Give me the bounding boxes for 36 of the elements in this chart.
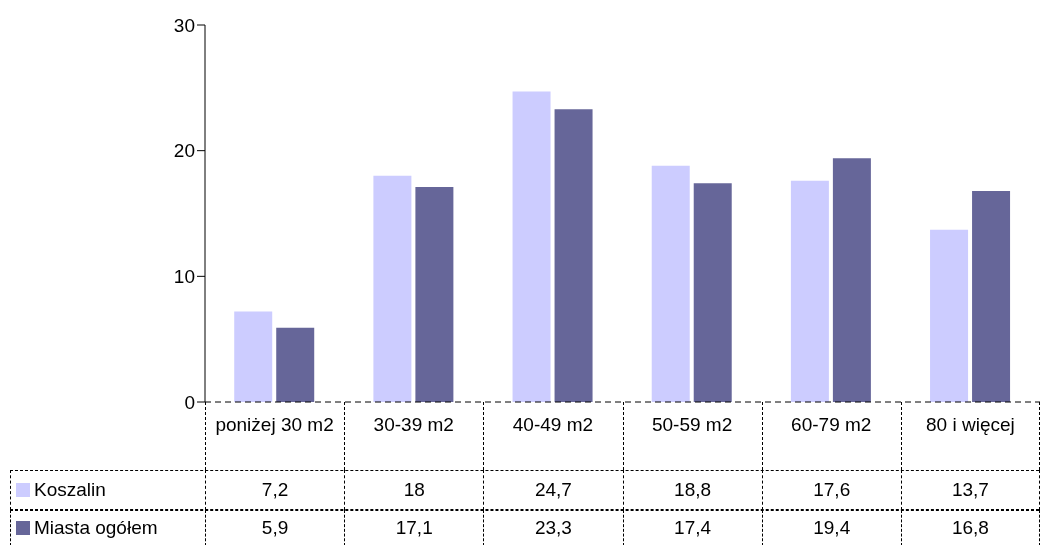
data-label: 18,8: [622, 470, 762, 510]
bar: [234, 311, 273, 402]
data-label: 16,8: [900, 510, 1040, 545]
legend-label: Koszalin: [33, 478, 106, 502]
bar: [930, 229, 969, 402]
x-tick-label: 50-59 m2: [651, 414, 733, 436]
bar: [276, 327, 315, 402]
data-label: 23,3: [483, 510, 623, 545]
data-label: 13,7: [900, 470, 1040, 510]
x-tick-label: poniżej 30 m2: [215, 414, 334, 436]
bar: [790, 180, 829, 402]
data-label: 19,4: [761, 510, 901, 545]
bar: [832, 158, 871, 402]
y-tick-label: 20: [173, 140, 195, 162]
x-tick-label: 40-49 m2: [512, 414, 594, 436]
bar: [512, 91, 551, 402]
data-label: 18: [344, 470, 484, 510]
data-label: 17,6: [761, 470, 901, 510]
bar: [415, 187, 454, 402]
bar: [373, 175, 412, 402]
bar: [554, 109, 593, 402]
bar: [651, 165, 690, 402]
y-tick-label: 30: [173, 14, 195, 36]
y-tick-label: 10: [173, 266, 195, 288]
y-tick-label: 0: [184, 391, 195, 413]
data-label: 17,4: [622, 510, 762, 545]
bar: [693, 183, 732, 402]
x-tick-label: 80 i więcej: [926, 414, 1015, 436]
x-tick-label: 30-39 m2: [373, 414, 454, 436]
bar: [972, 190, 1011, 402]
data-label: 7,2: [205, 470, 345, 510]
data-label: 17,1: [344, 510, 484, 545]
legend-label: Miasta ogółem: [33, 516, 158, 540]
x-tick-label: 60-79 m2: [791, 414, 872, 436]
data-label: 5,9: [205, 510, 345, 545]
data-label: 24,7: [483, 470, 623, 510]
